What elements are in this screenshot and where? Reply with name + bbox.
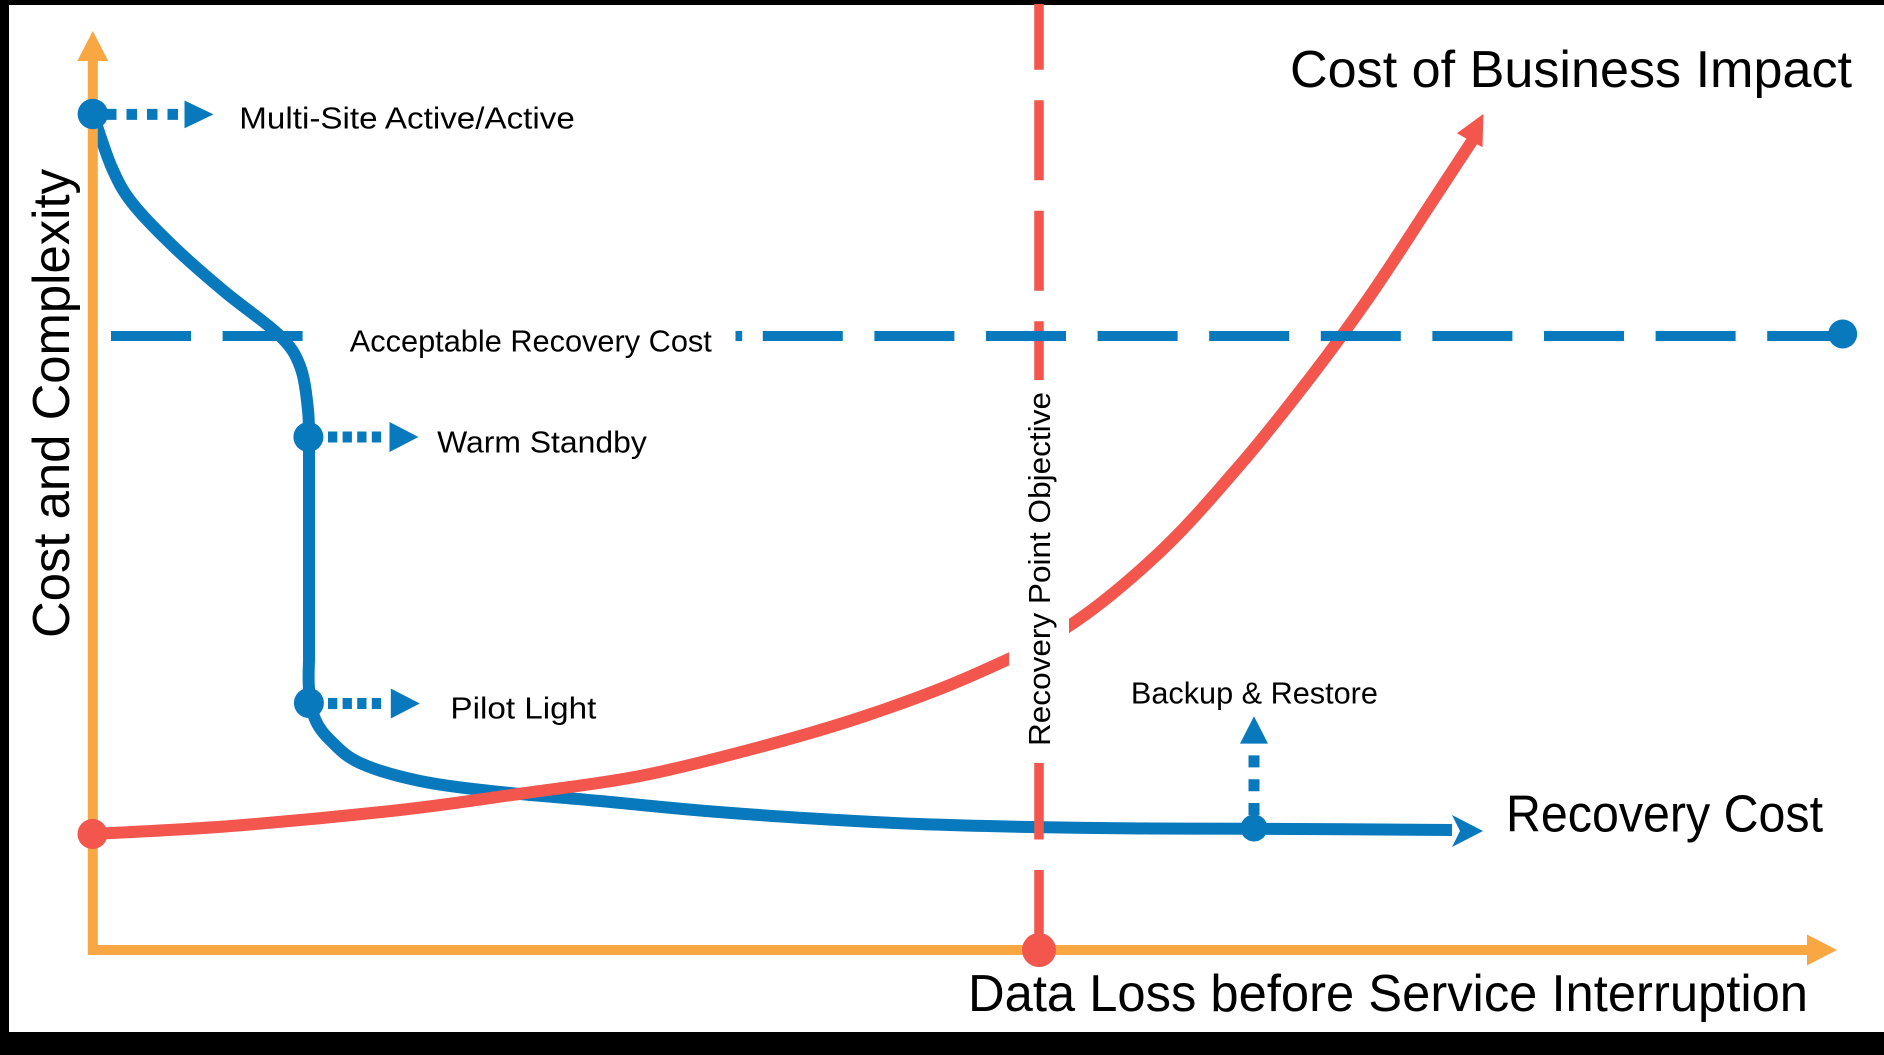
svg-text:Pilot Light: Pilot Light [450,690,596,725]
svg-text:Cost and Complexity: Cost and Complexity [23,169,81,638]
svg-text:Acceptable Recovery Cost: Acceptable Recovery Cost [350,324,712,359]
svg-text:Multi-Site Active/Active: Multi-Site Active/Active [239,100,575,135]
svg-text:Recovery Cost: Recovery Cost [1506,786,1824,844]
svg-text:Cost of Business Impact: Cost of Business Impact [1290,41,1853,99]
svg-text:Data Loss before Service Inter: Data Loss before Service Interruption [968,965,1808,1023]
svg-text:Recovery Point Objective: Recovery Point Objective [1022,392,1057,746]
svg-text:Backup & Restore: Backup & Restore [1131,675,1378,710]
svg-text:Warm Standby: Warm Standby [437,424,647,459]
